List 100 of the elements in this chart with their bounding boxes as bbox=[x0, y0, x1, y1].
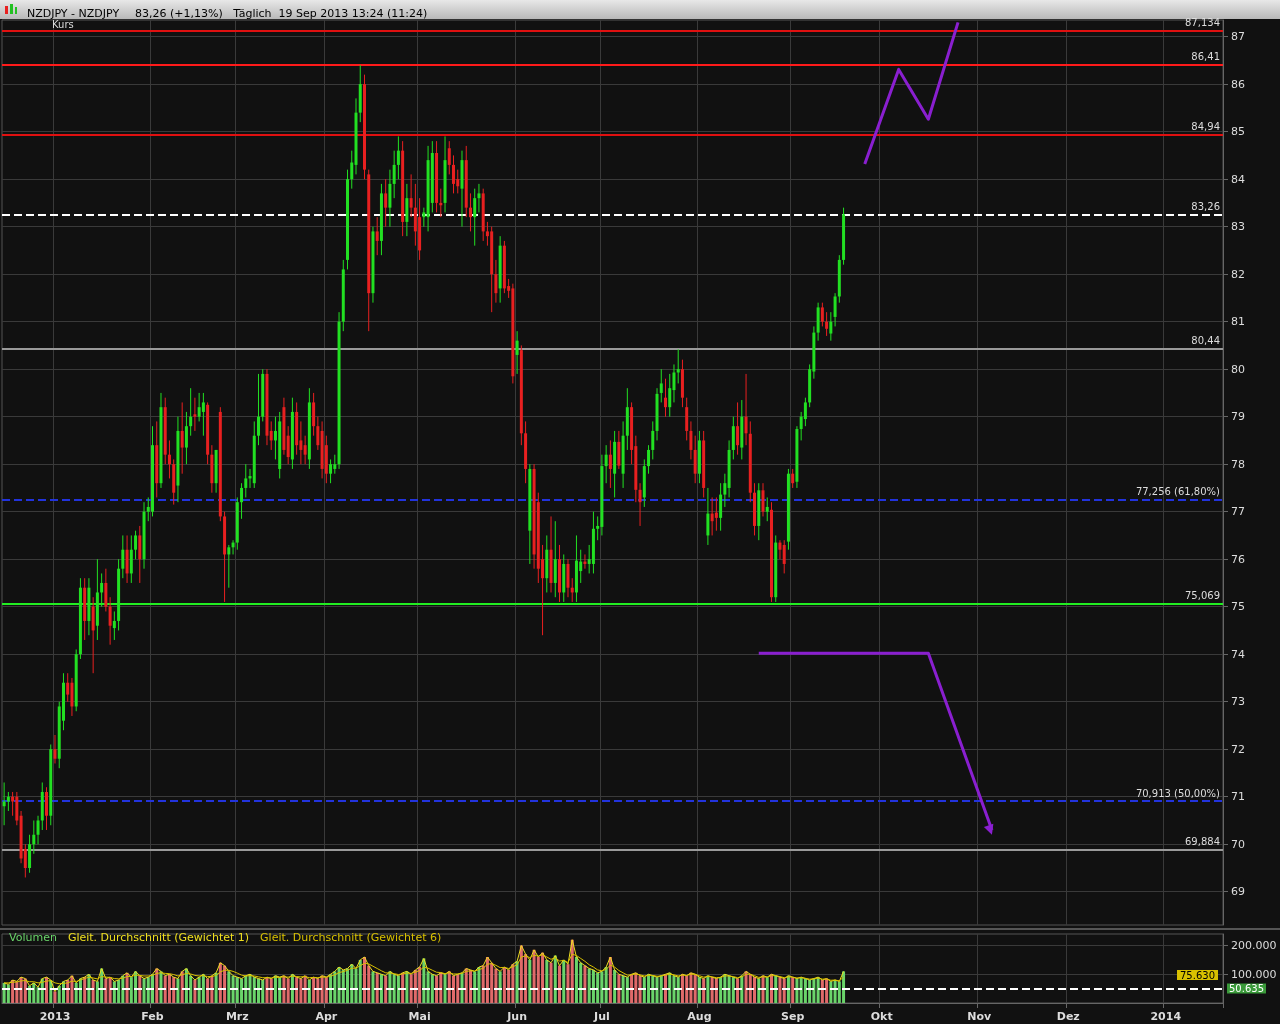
candlestick bbox=[452, 154, 456, 194]
ref-line-label: 50.635 bbox=[1229, 982, 1264, 994]
bar bbox=[545, 959, 549, 1003]
bar bbox=[375, 972, 379, 1003]
bar bbox=[596, 972, 600, 1003]
bar bbox=[706, 975, 710, 1003]
bar bbox=[655, 977, 659, 1003]
candlestick bbox=[167, 439, 171, 479]
candlestick bbox=[197, 392, 201, 422]
bar bbox=[193, 980, 197, 1003]
candlestick bbox=[604, 444, 608, 484]
candlestick bbox=[189, 387, 193, 437]
bar bbox=[167, 974, 171, 1003]
bar bbox=[515, 961, 519, 1003]
bar bbox=[206, 978, 210, 1003]
candlestick bbox=[409, 173, 413, 218]
bar bbox=[490, 962, 494, 1003]
candlestick bbox=[782, 539, 786, 574]
candlestick bbox=[350, 150, 354, 190]
candlestick bbox=[638, 482, 642, 527]
candlestick bbox=[791, 468, 795, 489]
candlestick bbox=[227, 544, 231, 589]
bar bbox=[346, 968, 350, 1003]
bar bbox=[456, 974, 460, 1003]
bar bbox=[201, 974, 205, 1003]
bar bbox=[138, 975, 142, 1003]
ref-line-label: 75,069 bbox=[1185, 589, 1220, 601]
bar bbox=[736, 978, 740, 1003]
bar bbox=[672, 975, 676, 1003]
candlestick bbox=[672, 363, 676, 403]
annotation: 75.630 bbox=[1180, 969, 1216, 981]
candlestick bbox=[193, 397, 197, 432]
bar bbox=[299, 978, 303, 1003]
candlestick bbox=[820, 302, 824, 327]
annotation: Kurs bbox=[52, 18, 74, 30]
candlestick bbox=[112, 610, 116, 641]
candlestick bbox=[15, 791, 19, 826]
bar bbox=[727, 975, 731, 1003]
y-tick-label: 73 bbox=[1231, 695, 1245, 709]
candlestick bbox=[138, 525, 142, 584]
bar bbox=[693, 974, 697, 1003]
bar bbox=[163, 975, 167, 1003]
candlestick bbox=[422, 207, 426, 228]
candlestick bbox=[731, 416, 735, 460]
bar bbox=[825, 978, 829, 1003]
bar bbox=[621, 975, 625, 1003]
candlestick bbox=[303, 435, 307, 465]
x-tick-label: Nov bbox=[967, 1010, 993, 1023]
candlestick bbox=[473, 188, 477, 247]
bar bbox=[566, 964, 570, 1003]
bar bbox=[176, 978, 180, 1003]
bar bbox=[155, 968, 159, 1003]
bar bbox=[702, 978, 706, 1003]
bar bbox=[235, 977, 239, 1003]
candlestick bbox=[184, 411, 188, 465]
candlestick bbox=[269, 420, 273, 451]
candlestick bbox=[829, 311, 833, 342]
candlestick bbox=[333, 454, 337, 475]
candlestick bbox=[240, 482, 244, 520]
bar bbox=[358, 959, 362, 1003]
bar bbox=[468, 969, 472, 1003]
bar bbox=[418, 967, 422, 1003]
bar bbox=[435, 975, 439, 1003]
y-tick-label: 86 bbox=[1231, 77, 1245, 91]
candlestick bbox=[825, 311, 829, 337]
y-tick-label: 74 bbox=[1231, 647, 1245, 661]
candlestick bbox=[100, 572, 104, 608]
ref-line-label: 83,26 bbox=[1191, 200, 1220, 212]
candlestick bbox=[706, 487, 710, 546]
ref-line-label: 77,256 (61,80%) bbox=[1135, 485, 1221, 497]
bar bbox=[464, 968, 468, 1003]
bar bbox=[719, 977, 723, 1003]
y-tick-label: 76 bbox=[1231, 552, 1245, 566]
bar bbox=[659, 975, 663, 1003]
bar bbox=[634, 972, 638, 1003]
bar bbox=[617, 974, 621, 1003]
y-tick-label: 81 bbox=[1231, 315, 1245, 329]
y-tick-label: 79 bbox=[1231, 410, 1245, 424]
bar bbox=[528, 959, 532, 1003]
bar bbox=[613, 969, 617, 1003]
candlestick bbox=[515, 330, 519, 375]
bar bbox=[430, 974, 434, 1003]
candlestick bbox=[494, 259, 498, 304]
bar bbox=[74, 982, 78, 1003]
ref-line-label: 69,884 bbox=[1185, 836, 1220, 848]
y-tick-label: 71 bbox=[1231, 790, 1245, 804]
candlestick bbox=[723, 473, 727, 508]
candlestick bbox=[714, 496, 718, 532]
candlestick bbox=[388, 169, 392, 228]
bar bbox=[583, 965, 587, 1003]
candlestick bbox=[91, 596, 95, 674]
chart-title: NZDJPY - NZDJPY bbox=[27, 7, 120, 20]
candlestick bbox=[244, 463, 248, 498]
x-tick-label: Mrz bbox=[225, 1010, 249, 1023]
bar bbox=[409, 974, 413, 1003]
candlestick bbox=[676, 348, 680, 384]
candlestick bbox=[413, 183, 417, 247]
y-tick-label: 80 bbox=[1231, 362, 1245, 376]
candlestick bbox=[396, 135, 400, 180]
bar bbox=[587, 968, 591, 1003]
